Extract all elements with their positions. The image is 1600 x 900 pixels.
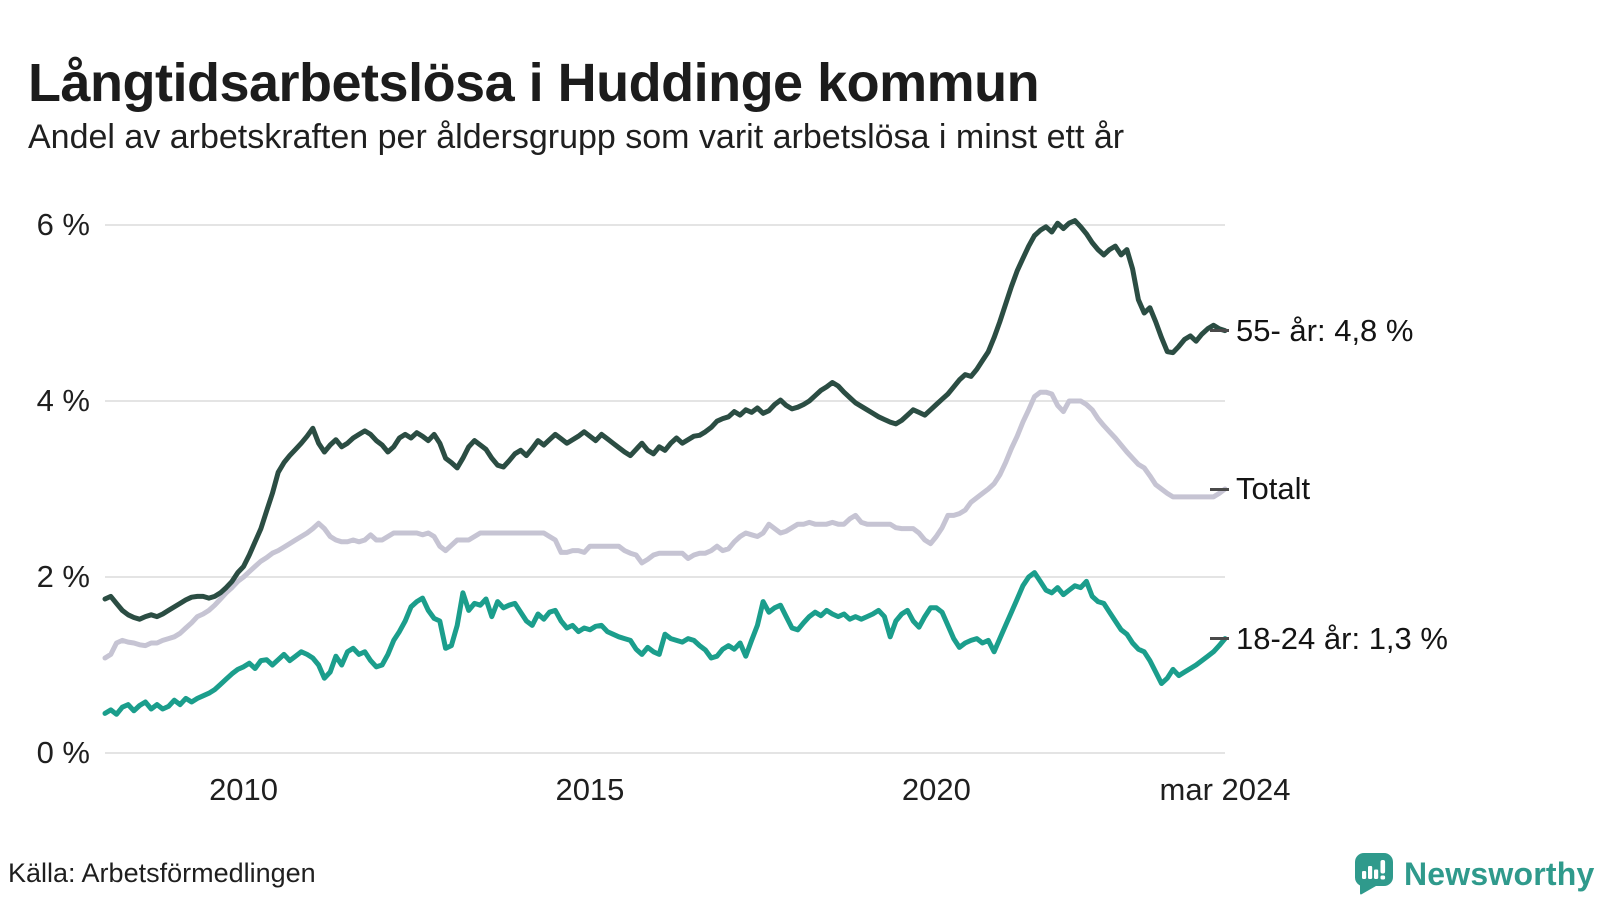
brand-name: Newsworthy — [1404, 855, 1595, 892]
line-totalt — [102, 389, 1228, 661]
series-label-55-ar: 55- år: 4,8 % — [1210, 313, 1413, 349]
series-label-18-24-ar: 18-24 år: 1,3 % — [1210, 621, 1448, 657]
line-18-24-ar — [102, 570, 1228, 717]
series-label-text: Totalt — [1236, 471, 1311, 506]
x-axis-tick: 2020 — [901, 772, 971, 807]
x-axis-tick: 2015 — [555, 772, 625, 807]
series-label-text: 18-24 år: 1,3 % — [1236, 620, 1448, 656]
series-label-text: 55- år: 4,8 % — [1236, 312, 1414, 348]
page-title: Långtidsarbetslösa i Huddinge kommun — [28, 53, 1040, 114]
newsworthy-speech-bubble-barchart-icon — [1354, 853, 1393, 895]
y-axis-tick: 2 % — [36, 559, 90, 594]
label-dash — [1210, 487, 1229, 491]
label-dash — [1210, 637, 1229, 641]
brand-logo: Newsworthy — [1354, 852, 1594, 896]
y-axis-tick: 0 % — [36, 735, 90, 770]
chart-subtitle: Andel av arbetskraften per åldersgrupp s… — [28, 118, 1125, 156]
x-axis-tick: 2010 — [209, 772, 279, 807]
x-axis-tick: mar 2024 — [1159, 772, 1291, 807]
y-axis-tick: 4 % — [36, 383, 90, 418]
y-axis-tick: 6 % — [36, 207, 90, 242]
line-55-ar — [102, 218, 1228, 622]
label-dash — [1210, 329, 1229, 333]
source-note: Källa: Arbetsförmedlingen — [8, 858, 316, 888]
series-label-totalt: Totalt — [1210, 471, 1310, 507]
